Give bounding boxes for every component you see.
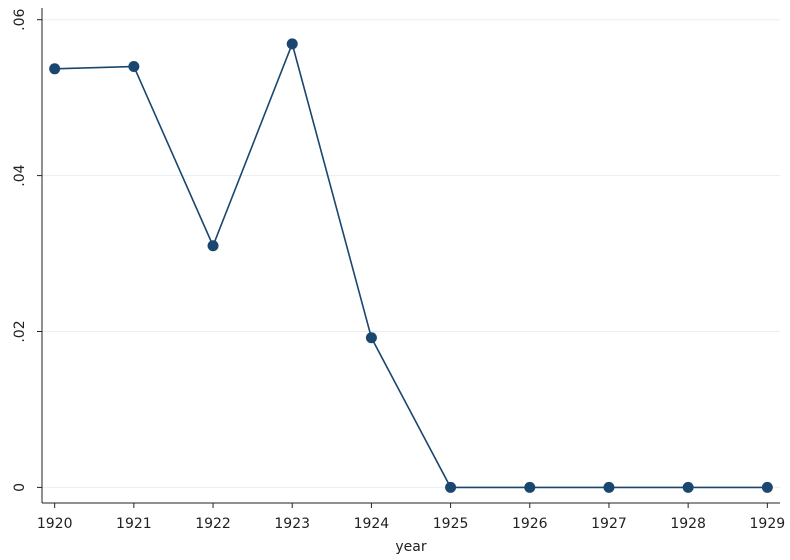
y-tick-label: .04 — [12, 164, 28, 186]
y-tick-label: 0 — [12, 483, 28, 492]
y-tick-label: .02 — [12, 320, 28, 342]
x-tick-label: 1928 — [670, 516, 706, 532]
marker — [445, 481, 457, 493]
marker — [524, 481, 536, 493]
x-tick-label: 1925 — [433, 516, 469, 532]
marker — [49, 63, 61, 75]
marker — [603, 481, 615, 493]
x-axis-title: year — [395, 539, 426, 555]
marker — [128, 60, 140, 72]
y-tick-label: .06 — [12, 8, 28, 30]
x-tick-label: 1924 — [354, 516, 390, 532]
line — [54, 41, 768, 489]
marker — [761, 481, 773, 493]
marker — [207, 240, 219, 252]
x-tick-label: 1922 — [195, 516, 231, 532]
x-tick-label: 1923 — [274, 516, 310, 532]
x-tick-label: 1920 — [37, 516, 73, 532]
marker — [286, 38, 298, 50]
x-tick-label: 1921 — [116, 516, 152, 532]
x-tick-label: 1927 — [591, 516, 627, 532]
marker — [365, 332, 377, 344]
marker — [682, 481, 694, 493]
x-tick-label: 1926 — [512, 516, 548, 532]
x-tick-label: 1929 — [750, 516, 786, 532]
